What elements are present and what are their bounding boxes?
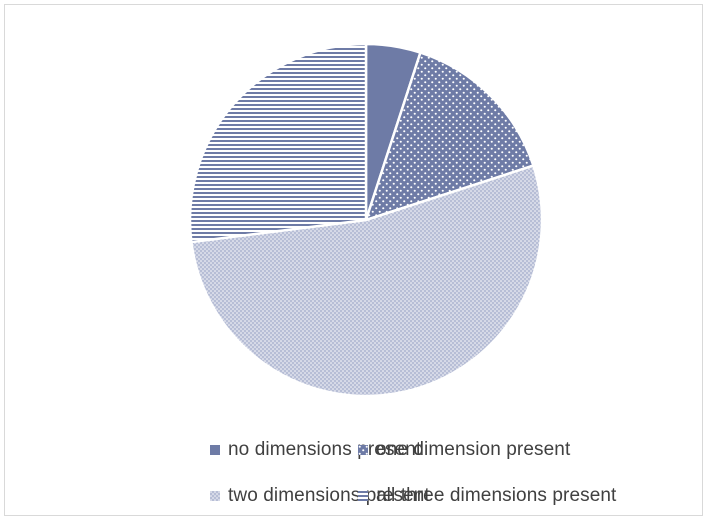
legend-label: no dimensions present [228,439,422,460]
pie-slices [188,42,544,398]
legend: no dimensions present one dimension pres… [0,430,709,520]
legend-swatch-stripes-icon [358,491,368,501]
legend-item-none: no dimensions present [210,438,421,462]
legend-swatch-solid-icon [210,445,220,455]
legend-item-one: one dimension present [358,438,570,462]
legend-label: two dimensions present [228,485,430,506]
legend-item-two: two dimensions present [210,484,430,508]
legend-swatch-dots-light-icon [210,491,220,501]
legend-item-three: all three dimensions present [358,484,616,508]
legend-label: one dimension present [376,439,571,460]
legend-label: all three dimensions present [376,485,617,506]
slice-two-dimensions [190,164,544,398]
slice-all-three-dimensions [188,42,368,244]
legend-swatch-dots-dark-icon [358,445,368,455]
